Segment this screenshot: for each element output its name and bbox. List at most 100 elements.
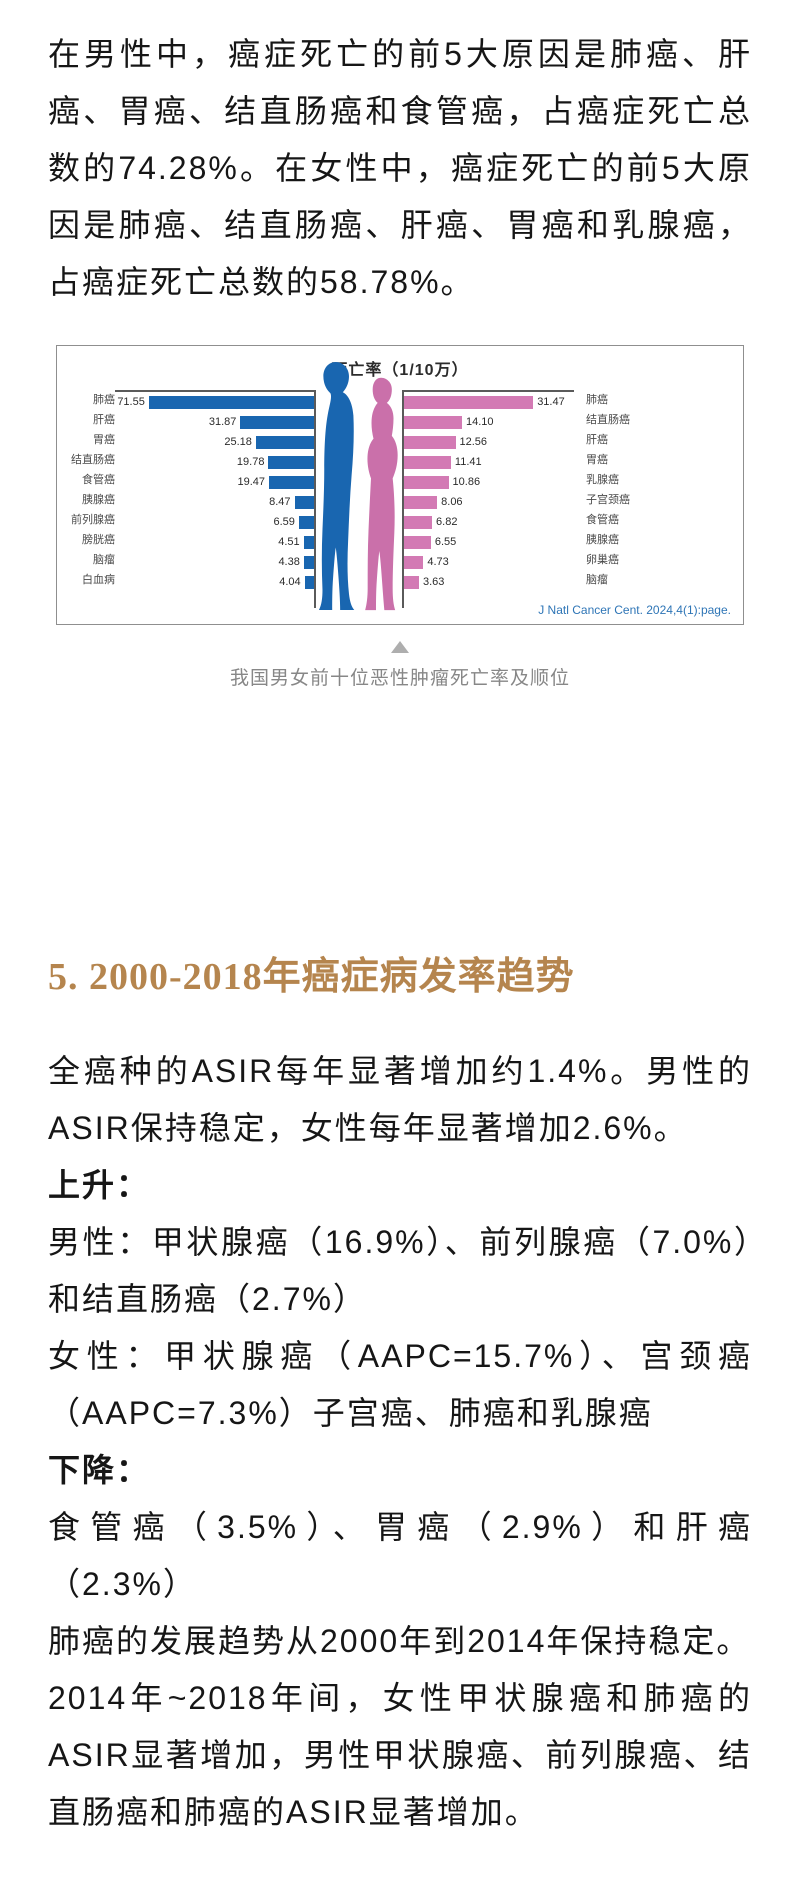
figure-caption: 我国男女前十位恶性肿瘤死亡率及顺位 [229,668,570,689]
male-bar [298,515,314,529]
female-bar [404,555,424,569]
paragraph: 下降： [48,1452,151,1488]
male-bar [303,555,314,569]
female-bar-row: 6.55 [404,532,574,552]
female-bar [404,455,451,469]
section-paragraphs: 全癌种的ASIR每年显著增加约1.4%。男性的ASIR保持稳定，女性每年显著增加… [48,1043,752,1841]
male-bar-value: 4.51 [278,536,300,548]
female-category-label: 乳腺癌 [586,474,619,486]
female-bar [404,575,419,589]
male-category-label: 胃癌 [93,434,115,446]
male-bar-value: 6.59 [273,516,295,528]
intro-paragraph: 在男性中，癌症死亡的前5大原因是肺癌、肝癌、胃癌、结直肠癌和食管癌，占癌症死亡总… [48,36,752,300]
female-bar-row: 11.41 [404,452,574,472]
female-bar-value: 8.06 [441,496,463,508]
female-category-label: 卵巢癌 [586,554,619,566]
figure-panel: 死亡率（1/10万） 肺癌 肝癌 胃癌 结直肠癌 食管癌 胰腺癌 前列腺癌 膀胱癌 脑瘤 白血病 … [48,345,752,693]
paragraph: 肺癌的发展趋势从2000年到2014年保持稳定。 [48,1623,751,1659]
female-bar-row: 10.86 [404,472,574,492]
male-bar-row: 4.38 [115,552,314,572]
male-category-label: 白血病 [82,574,115,586]
male-bar-value: 4.04 [279,576,301,588]
male-category-label: 肺癌 [93,394,115,406]
female-silhouette-icon [365,377,398,611]
male-bar-row: 25.18 [115,432,314,452]
female-bar [404,495,438,509]
female-bar-value: 6.82 [436,516,458,528]
male-bar [148,395,314,409]
male-bar-value: 25.18 [224,436,252,448]
male-bar-row: 71.55 [115,392,314,412]
male-category-label: 膀胱癌 [82,534,115,546]
paragraph: 2014年~2018年间，女性甲状腺癌和肺癌的ASIR显著增加，男性甲状腺癌、前… [48,1680,752,1830]
male-bar-row: 31.87 [115,412,314,432]
female-bar-value: 31.47 [537,396,565,408]
paragraph: 上升： [48,1167,151,1203]
male-bar-row: 19.78 [115,452,314,472]
female-bar [404,515,433,529]
female-bar-value: 3.63 [422,576,445,588]
female-bar [404,475,449,489]
male-bar [269,475,314,489]
male-bar [255,435,314,449]
male-bar [304,575,314,589]
male-bar [240,415,314,429]
female-bar-value: 11.41 [454,456,482,468]
female-bar-row: 14.10 [404,412,574,432]
female-category-label: 脑瘤 [586,574,608,586]
female-bar-value: 4.73 [427,556,449,568]
male-category-label: 脑瘤 [93,554,115,566]
male-bar-row: 4.51 [115,532,314,552]
female-bar-value: 14.10 [465,416,494,428]
male-bar-value: 19.47 [237,476,266,488]
male-bar [268,455,314,469]
female-bar-row: 31.47 [404,392,574,412]
female-category-label: 食管癌 [586,514,619,526]
male-category-label: 结直肠癌 [71,454,115,466]
male-category-labels: 肺癌肝癌胃癌结直肠癌食管癌胰腺癌前列腺癌膀胱癌脑瘤白血病 [69,390,115,608]
male-category-label: 胰腺癌 [82,494,115,506]
paragraph: 食管癌（3.5%）、胃癌（2.9%）和肝癌（2.3%） [48,1509,752,1602]
male-bar-value: 4.38 [278,556,300,568]
female-category-label: 肝癌 [586,434,608,446]
female-bar [404,395,534,409]
female-bar [404,435,456,449]
male-category-label: 食管癌 [82,474,115,486]
mortality-chart: 死亡率（1/10万） 肺癌 肝癌 胃癌 结直肠癌 食管癌 胰腺癌 前列腺癌 膀胱癌 脑瘤 白血病 … [56,345,744,625]
male-bars-panel: 71.55 31.87 25.18 19.78 19.47 8.47 6.59 4.51 4.3… [115,390,316,608]
female-bar-row: 8.06 [404,492,574,512]
male-bar-row: 19.47 [115,472,314,492]
chart-source-citation: J Natl Cancer Cent. 2024,4(1):page. [538,603,731,617]
male-bar-row: 8.47 [115,492,314,512]
female-category-label: 胰腺癌 [586,534,619,546]
male-category-label: 前列腺癌 [71,514,115,526]
female-category-labels: 肺癌 结直肠癌 肝癌 胃癌 乳腺癌 子宫颈癌 食管癌 胰腺癌 卵巢癌 脑瘤 [574,390,731,608]
section-heading: 5. 2000-2018年癌症病发率趋势 [48,956,575,998]
male-bar-value: 19.78 [236,456,265,468]
male-bar-value: 71.55 [117,396,145,408]
female-category-label: 胃癌 [586,454,608,466]
female-bar-row: 3.63 [404,572,574,592]
figure-pointer-icon [391,641,409,653]
silhouettes [316,362,402,611]
chart-title: 死亡率（1/10万） [331,362,469,379]
male-bar-value: 8.47 [269,496,291,508]
male-bar [294,495,314,509]
female-bar-value: 10.86 [452,476,481,488]
female-bar [404,535,431,549]
chart-body: 肺癌 肝癌 胃癌 结直肠癌 食管癌 胰腺癌 前列腺癌 膀胱癌 脑瘤 白血病 71.55 31.87 2… [69,362,731,611]
male-bar-row: 4.04 [115,572,314,592]
female-bar-row: 6.82 [404,512,574,532]
female-category-label: 肺癌 [586,394,608,406]
male-category-label: 肝癌 [93,414,115,426]
male-bar-value: 31.87 [208,416,237,428]
female-bar-value: 6.55 [434,536,457,548]
female-category-label: 结直肠癌 [586,414,630,426]
paragraph: 男性：甲状腺癌（16.9%）、前列腺癌（7.0%）和结直肠癌（2.7%） [48,1224,752,1317]
male-bar-row: 6.59 [115,512,314,532]
male-silhouette-icon [318,362,355,610]
female-bar [404,415,462,429]
male-bar [303,535,314,549]
paragraph: 全癌种的ASIR每年显著增加约1.4%。男性的ASIR保持稳定，女性每年显著增加… [48,1053,752,1146]
